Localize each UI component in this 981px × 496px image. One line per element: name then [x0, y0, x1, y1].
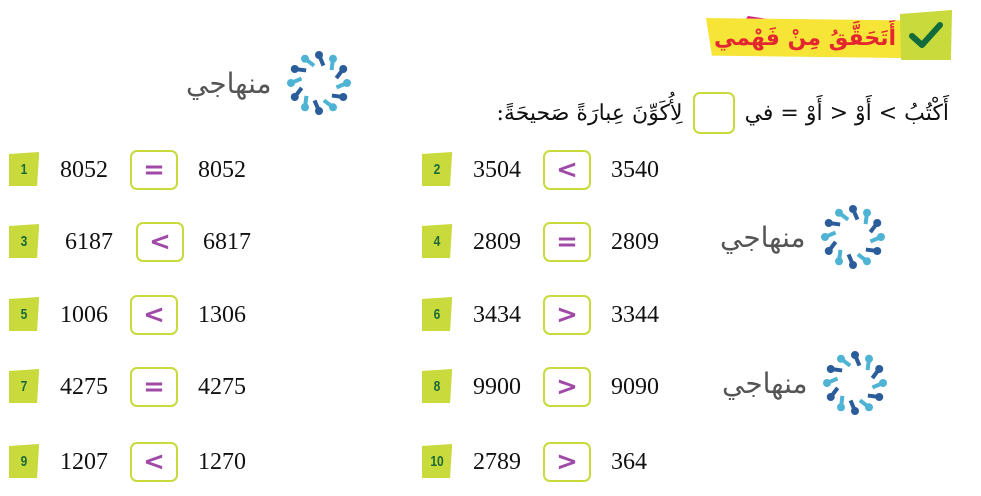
- left-number: 6187: [65, 229, 113, 255]
- logo-figure-body: [867, 393, 880, 399]
- logo-figure-body: [856, 252, 868, 263]
- comparison-answer-box[interactable]: >: [543, 367, 591, 407]
- comparison-answer-box[interactable]: <: [136, 222, 184, 262]
- logo-figure-body: [852, 354, 861, 367]
- right-number: 3344: [611, 302, 659, 328]
- instruction-text-end: لِأُكَوِّنَ عِبارَةً صَحيحَةً:: [496, 100, 683, 126]
- checkmark-icon: [900, 10, 952, 60]
- right-number: 2809: [611, 229, 659, 255]
- right-number: 4275: [198, 374, 246, 400]
- logo-figure-body: [830, 367, 842, 373]
- right-number: 1270: [198, 449, 246, 475]
- item-number: 8: [421, 369, 453, 403]
- example-answer-box: [692, 92, 735, 134]
- left-number: 1207: [60, 449, 108, 475]
- logo-figure-body: [825, 376, 838, 385]
- watermark-logo: منهاجي: [722, 344, 894, 422]
- logo-figure-body: [836, 249, 842, 262]
- comparison-answer-box[interactable]: <: [543, 150, 591, 190]
- item-number: 1: [8, 152, 40, 186]
- watermark-logo: منهاجي: [186, 44, 358, 122]
- logo-figure-body: [312, 99, 321, 112]
- logo-icon: [286, 51, 351, 115]
- left-number: 3504: [473, 157, 521, 183]
- logo-figure-body: [322, 98, 334, 109]
- comparison-answer-box[interactable]: =: [130, 367, 178, 407]
- logo-icon: [822, 351, 887, 415]
- logo-figure-body: [850, 208, 859, 221]
- left-number: 9900: [473, 374, 521, 400]
- logo-figure-body: [294, 67, 306, 73]
- logo-figure-body: [858, 398, 870, 409]
- logo-figure-body: [303, 57, 315, 68]
- comparison-answer-box[interactable]: >: [543, 295, 591, 335]
- comparison-answer-box[interactable]: =: [130, 150, 178, 190]
- logo-figure-body: [846, 253, 855, 266]
- comparison-answer-box[interactable]: <: [130, 442, 178, 482]
- right-number: 8052: [198, 157, 246, 183]
- logo-figure-body: [289, 76, 302, 85]
- item-number: 7: [8, 369, 40, 403]
- logo-figure-body: [839, 357, 851, 368]
- right-number: 9090: [611, 374, 659, 400]
- item-number: 4: [421, 224, 453, 258]
- item-number: 6: [421, 297, 453, 331]
- logo-figure-body: [828, 221, 840, 227]
- item-number: 9: [8, 444, 40, 478]
- logo-figure-body: [871, 381, 884, 390]
- logo-figure-body: [868, 221, 879, 234]
- item-number: 10: [421, 444, 453, 478]
- logo-figure-body: [865, 358, 871, 371]
- logo-figure-body: [331, 93, 344, 99]
- item-number: 2: [421, 152, 453, 186]
- logo-figure-body: [863, 212, 869, 225]
- logo-figure-body: [335, 81, 348, 90]
- logo-figure-body: [823, 230, 836, 239]
- instruction: أَكْتُبُ > أَوْ < أَوْ = في لِأُكَوِّنَ …: [496, 92, 949, 134]
- right-number: 364: [611, 449, 647, 475]
- item-number: 3: [8, 224, 40, 258]
- left-number: 3434: [473, 302, 521, 328]
- logo-icon: [820, 205, 885, 269]
- logo-figure-body: [837, 211, 849, 222]
- logo-figure-body: [329, 58, 335, 71]
- logo-figure-body: [869, 235, 882, 244]
- left-number: 8052: [60, 157, 108, 183]
- instruction-text-start: أَكْتُبُ > أَوْ < أَوْ = في: [744, 100, 949, 126]
- comparison-answer-box[interactable]: >: [543, 442, 591, 482]
- logo-figure-body: [828, 386, 839, 399]
- watermark-logo: منهاجي: [720, 198, 892, 276]
- right-number: 1306: [198, 302, 246, 328]
- right-number: 6817: [203, 229, 251, 255]
- logo-figure-body: [316, 54, 325, 67]
- section-title: أَتَحَقَّقُ مِنْ فَهْمي: [706, 18, 904, 58]
- right-number: 3540: [611, 157, 659, 183]
- comparison-answer-box[interactable]: =: [543, 222, 591, 262]
- item-number: 5: [8, 297, 40, 331]
- left-number: 4275: [60, 374, 108, 400]
- logo-figure-body: [334, 67, 345, 80]
- logo-figure-body: [848, 399, 857, 412]
- logo-figure-body: [292, 86, 303, 99]
- logo-figure-body: [865, 247, 878, 253]
- logo-figure-body: [826, 240, 837, 253]
- logo-figure-body: [838, 395, 844, 408]
- left-number: 2789: [473, 449, 521, 475]
- logo-figure-body: [302, 95, 308, 108]
- left-number: 2809: [473, 229, 521, 255]
- logo-figure-body: [870, 367, 881, 380]
- left-number: 1006: [60, 302, 108, 328]
- comparison-answer-box[interactable]: <: [130, 295, 178, 335]
